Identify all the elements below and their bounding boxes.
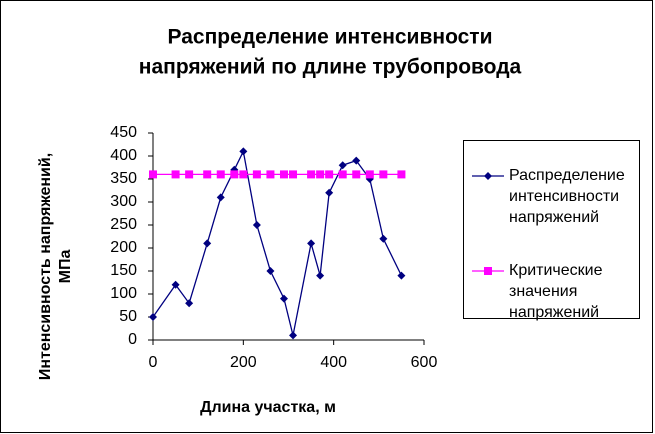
marker: [230, 170, 239, 179]
marker: [289, 170, 298, 179]
marker: [352, 156, 361, 165]
marker: [266, 267, 275, 275]
y-axis-label: МПа: [57, 250, 74, 284]
marker: [149, 313, 157, 321]
marker: [203, 239, 212, 248]
marker: [171, 280, 180, 289]
marker: [338, 170, 347, 179]
marker: [397, 271, 406, 280]
marker: [252, 170, 261, 179]
marker: [352, 170, 361, 179]
y-tick-label: 50: [119, 308, 137, 325]
chart-title: напряжений по длине трубопровода: [139, 56, 522, 79]
y-tick-label: 150: [110, 262, 137, 279]
marker: [307, 170, 316, 179]
y-tick-label: 250: [110, 216, 137, 233]
marker: [203, 170, 212, 179]
marker: [252, 221, 261, 229]
x-tick-label: 400: [320, 354, 347, 371]
marker: [289, 331, 298, 340]
marker: [338, 161, 347, 170]
marker: [307, 239, 316, 248]
x-tick-label: 200: [230, 354, 257, 371]
y-tick-label: 100: [110, 285, 137, 302]
marker: [325, 170, 334, 179]
legend-marker: [484, 267, 492, 275]
marker: [379, 170, 388, 179]
marker: [316, 271, 325, 280]
y-tick-label: 0: [128, 331, 137, 348]
marker: [316, 170, 325, 179]
marker: [239, 170, 248, 179]
marker: [266, 170, 275, 179]
marker: [279, 170, 288, 179]
y-axis-label: Интенсивность напряжений,: [37, 153, 54, 380]
chart-title: Распределение интенсивности: [168, 26, 493, 49]
y-tick-label: 350: [110, 170, 137, 187]
x-tick-label: 600: [411, 354, 438, 371]
legend-label: Распределение интенсивности напряжений: [509, 167, 625, 226]
marker: [325, 188, 334, 197]
legend-marker: [484, 172, 492, 180]
marker: [365, 170, 374, 179]
y-tick-label: 450: [110, 124, 137, 141]
marker: [149, 170, 157, 179]
legend-box: [463, 140, 640, 319]
marker: [216, 170, 225, 179]
legend-label: Критические значения напряжений: [509, 262, 603, 321]
y-tick-label: 200: [110, 239, 137, 256]
y-tick-label: 400: [110, 147, 137, 164]
x-axis-label: Длина участка, м: [200, 399, 336, 416]
marker: [239, 147, 248, 156]
marker: [397, 170, 406, 179]
marker: [216, 193, 225, 202]
marker: [279, 294, 288, 303]
marker: [171, 170, 180, 179]
marker: [185, 299, 194, 308]
marker: [379, 234, 388, 243]
y-tick-label: 300: [110, 193, 137, 210]
x-tick-label: 0: [149, 354, 158, 371]
marker: [185, 170, 194, 179]
